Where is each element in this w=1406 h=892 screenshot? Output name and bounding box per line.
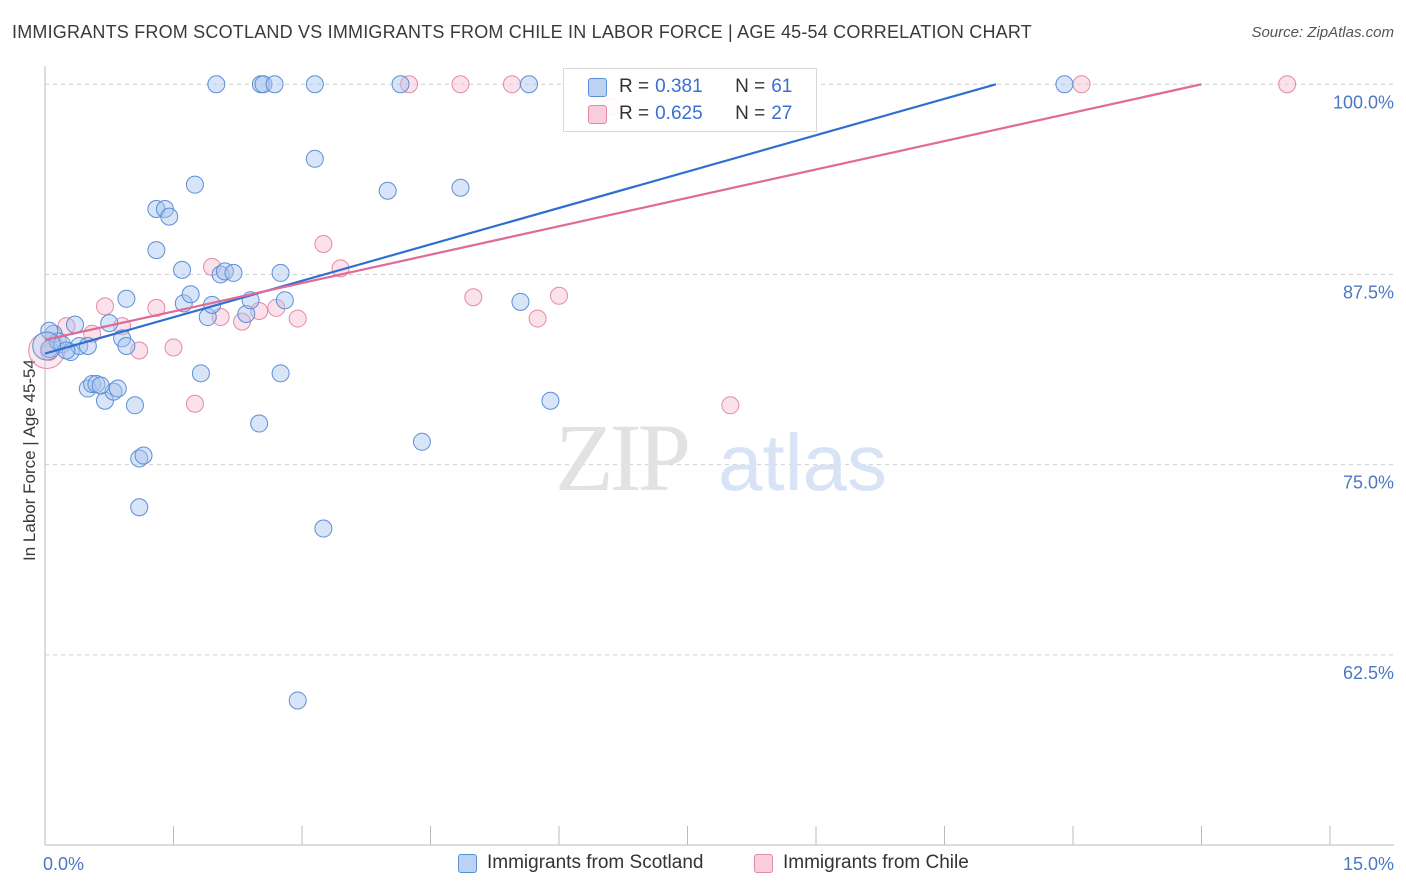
scotland-point	[541, 391, 560, 410]
chile-point	[528, 309, 547, 328]
scotland-point	[520, 75, 539, 94]
stats-row-scotland: R = 0.381 N = 61	[588, 75, 810, 99]
scotland-point	[147, 241, 166, 260]
chile-point	[288, 309, 307, 328]
stats-box: R = 0.381 N = 61 R = 0.625 N = 27	[563, 68, 817, 132]
watermark: ZIP atlas	[555, 404, 887, 511]
scotland-point	[391, 75, 410, 94]
scotland-point	[65, 315, 84, 334]
x-tick-label: 15.0%	[1343, 854, 1394, 874]
scotland-point	[130, 498, 149, 517]
scotland-point	[160, 207, 179, 226]
chile-r-value: 0.625	[655, 103, 703, 124]
legend-item-scotland: Immigrants from Scotland	[458, 852, 703, 874]
chile-point	[464, 288, 483, 307]
scotland-point	[288, 691, 307, 710]
scotland-point	[250, 414, 269, 433]
scotland-point	[1055, 75, 1074, 94]
scotland-point	[108, 379, 127, 398]
scotland-point	[451, 178, 470, 197]
chile-point	[211, 308, 230, 327]
n-label: N =	[735, 76, 766, 97]
scotland-point	[224, 263, 243, 282]
scotland-point	[117, 336, 136, 355]
scotland-point	[511, 292, 530, 311]
scotland-point	[314, 519, 333, 538]
tick-labels: 100.0% 87.5% 75.0% 62.5% 0.0% 15.0%	[43, 92, 1394, 874]
stats-row-chile: R = 0.625 N = 27	[588, 102, 810, 126]
watermark-atlas: atlas	[718, 418, 887, 507]
scotland-point	[185, 175, 204, 194]
y-tick-label: 100.0%	[1333, 92, 1394, 112]
scotland-point	[100, 314, 119, 333]
y-tick-label: 87.5%	[1343, 282, 1394, 302]
source-label: Source: ZipAtlas.com	[1251, 24, 1394, 41]
scotland-swatch	[588, 77, 607, 97]
chile-point	[1072, 75, 1091, 94]
scotland-point	[134, 446, 153, 465]
chile-point	[147, 298, 166, 317]
chile-point	[1278, 75, 1297, 94]
scotland-point	[237, 305, 256, 324]
scotland-point	[271, 263, 290, 282]
scotland-point	[378, 181, 397, 200]
r-label: R =	[619, 103, 650, 124]
legend-chile-swatch	[754, 853, 773, 873]
chile-point	[451, 75, 470, 94]
legend: Immigrants from Scotland Immigrants from…	[0, 852, 1406, 876]
n-label: N =	[735, 103, 766, 124]
chile-n-value: 27	[771, 103, 793, 124]
scotland-point	[91, 376, 110, 395]
chile-point	[721, 396, 740, 415]
scotland-point	[191, 364, 210, 383]
axes	[44, 66, 1394, 846]
scotland-point	[173, 260, 192, 279]
y-tick-label: 62.5%	[1343, 663, 1394, 683]
y-tick-label: 75.0%	[1343, 473, 1394, 493]
scotland-point	[412, 432, 431, 451]
legend-item-chile: Immigrants from Chile	[754, 852, 969, 874]
scotland-n-value: 61	[771, 76, 793, 97]
scotland-r-value: 0.381	[655, 76, 703, 97]
scotland-point	[181, 285, 200, 304]
chile-trend-line	[44, 83, 1202, 341]
chile-point	[164, 338, 183, 357]
watermark-zip: ZIP	[555, 404, 688, 511]
scotland-point	[275, 291, 294, 310]
chile-point	[95, 297, 114, 316]
trend-lines	[44, 83, 1202, 355]
scotland-point	[265, 75, 284, 94]
chile-point	[550, 286, 568, 305]
series-scotland-points	[32, 75, 1074, 710]
scotland-point	[117, 289, 136, 308]
legend-scotland-swatch	[458, 853, 477, 873]
scotland-point-large	[32, 331, 62, 361]
chile-point	[502, 75, 521, 94]
chile-point	[185, 394, 204, 413]
x-tick-label: 0.0%	[43, 854, 84, 874]
scotland-point	[271, 364, 290, 383]
legend-chile-label: Immigrants from Chile	[783, 852, 969, 873]
scotland-point	[125, 396, 144, 415]
scotland-point	[305, 75, 324, 94]
chile-point	[314, 235, 333, 254]
legend-scotland-label: Immigrants from Scotland	[487, 852, 704, 873]
gridlines	[45, 83, 1394, 656]
chile-swatch	[588, 104, 607, 124]
scotland-point	[305, 149, 324, 168]
scotland-trend-line	[44, 83, 997, 355]
scotland-point	[207, 75, 226, 94]
r-label: R =	[619, 76, 650, 97]
chart-title: IMMIGRANTS FROM SCOTLAND VS IMMIGRANTS F…	[12, 22, 1032, 42]
